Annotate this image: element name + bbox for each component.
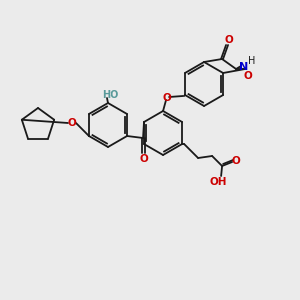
- Text: H: H: [248, 56, 256, 66]
- Text: O: O: [140, 154, 148, 164]
- Text: O: O: [68, 118, 76, 128]
- Text: N: N: [239, 62, 249, 72]
- Text: O: O: [232, 156, 241, 166]
- Text: OH: OH: [209, 177, 227, 187]
- Text: O: O: [244, 71, 253, 81]
- Text: HO: HO: [102, 90, 118, 100]
- Text: O: O: [163, 93, 171, 103]
- Text: O: O: [225, 35, 233, 45]
